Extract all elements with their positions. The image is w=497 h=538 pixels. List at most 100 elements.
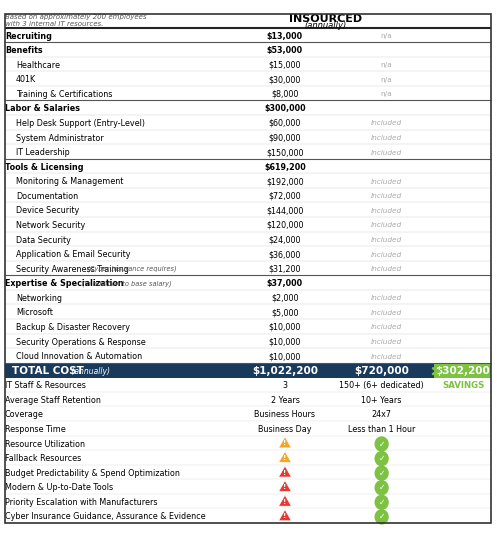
Text: Business Hours: Business Hours: [254, 410, 316, 420]
Text: (annually): (annually): [305, 21, 347, 30]
Text: $720,000: $720,000: [354, 366, 409, 376]
Text: Help Desk Support (Entry-Level): Help Desk Support (Entry-Level): [16, 119, 145, 128]
Text: Training & Certifications: Training & Certifications: [16, 90, 112, 99]
Text: Security Awareness Training: Security Awareness Training: [16, 265, 129, 274]
Text: Included: Included: [371, 222, 402, 229]
Text: Priority Escalation with Manufacturers: Priority Escalation with Manufacturers: [5, 498, 158, 507]
Text: $72,000: $72,000: [269, 192, 301, 201]
Text: $90,000: $90,000: [269, 133, 301, 143]
Text: ✓: ✓: [378, 512, 385, 521]
Text: Resource Utilization: Resource Utilization: [5, 440, 85, 449]
Text: Included: Included: [371, 310, 402, 316]
Text: $5,000: $5,000: [271, 308, 299, 317]
Circle shape: [375, 451, 388, 465]
Polygon shape: [278, 509, 291, 521]
Text: Coverage: Coverage: [5, 410, 44, 420]
Text: !: !: [283, 484, 287, 490]
Text: Monitoring & Management: Monitoring & Management: [16, 177, 123, 186]
Text: Network Security: Network Security: [16, 221, 85, 230]
Text: $13,000: $13,000: [267, 32, 303, 40]
Text: IT Staff & Resources: IT Staff & Resources: [5, 381, 86, 390]
Text: Included: Included: [371, 179, 402, 185]
Text: Included: Included: [371, 150, 402, 155]
Text: Application & Email Security: Application & Email Security: [16, 250, 130, 259]
Text: Microsoft: Microsoft: [16, 308, 53, 317]
Text: Included: Included: [371, 135, 402, 141]
Text: Less than 1 Hour: Less than 1 Hour: [348, 425, 415, 434]
Text: ✓: ✓: [378, 454, 385, 463]
Text: !: !: [283, 455, 287, 461]
Text: n/a: n/a: [381, 91, 393, 97]
Text: INSOURCED: INSOURCED: [289, 14, 362, 24]
Text: Device Security: Device Security: [16, 207, 79, 215]
Text: Included: Included: [371, 208, 402, 214]
Text: $144,000: $144,000: [266, 207, 304, 215]
Text: Response Time: Response Time: [5, 425, 66, 434]
Text: Modern & Up-to-Date Tools: Modern & Up-to-Date Tools: [5, 483, 113, 492]
Text: 3: 3: [282, 381, 287, 390]
Text: $192,000: $192,000: [266, 177, 304, 186]
Text: $10,000: $10,000: [269, 352, 301, 361]
Polygon shape: [278, 437, 291, 448]
Text: $53,000: $53,000: [267, 46, 303, 55]
Text: 10+ Years: 10+ Years: [361, 396, 402, 405]
Text: Included: Included: [371, 121, 402, 126]
Text: Included: Included: [371, 295, 402, 301]
Text: n/a: n/a: [381, 62, 393, 68]
Text: 401K: 401K: [16, 75, 36, 84]
Text: n/a: n/a: [381, 33, 393, 39]
Polygon shape: [278, 495, 291, 506]
Text: $619,200: $619,200: [264, 162, 306, 172]
Text: Fallback Resources: Fallback Resources: [5, 454, 81, 463]
Polygon shape: [278, 451, 291, 463]
Text: n/a: n/a: [381, 77, 393, 83]
Text: $1,022,200: $1,022,200: [252, 366, 318, 376]
Text: $300,000: $300,000: [264, 104, 306, 114]
Text: Based on approximately 200 employees
with 3 internal IT resources.: Based on approximately 200 employees wit…: [5, 14, 147, 27]
Text: $15,000: $15,000: [269, 61, 301, 70]
Text: Benefits: Benefits: [5, 46, 43, 55]
Text: 150+ (6+ dedicated): 150+ (6+ dedicated): [339, 381, 424, 390]
Text: Included: Included: [371, 252, 402, 258]
Text: $24,000: $24,000: [269, 236, 301, 245]
Text: (Cyber Insurance requires): (Cyber Insurance requires): [85, 266, 177, 272]
Text: $10,000: $10,000: [269, 337, 301, 346]
Text: $10,000: $10,000: [269, 323, 301, 332]
Text: SAVINGS: SAVINGS: [442, 381, 485, 390]
Text: Recruiting: Recruiting: [5, 32, 52, 40]
Text: $120,000: $120,000: [266, 221, 304, 230]
Text: TOTAL COST: TOTAL COST: [12, 366, 84, 376]
Text: Included: Included: [371, 266, 402, 272]
Text: IT Leadership: IT Leadership: [16, 148, 70, 157]
Circle shape: [375, 510, 388, 524]
Text: Included: Included: [371, 339, 402, 345]
Text: Tools & Licensing: Tools & Licensing: [5, 162, 83, 172]
Text: 2 Years: 2 Years: [270, 396, 299, 405]
Text: Cloud Innovation & Automation: Cloud Innovation & Automation: [16, 352, 142, 361]
Text: !: !: [283, 499, 287, 505]
Text: 24x7: 24x7: [372, 410, 392, 420]
Text: Included: Included: [371, 193, 402, 199]
Text: Documentation: Documentation: [16, 192, 78, 201]
Polygon shape: [278, 466, 291, 477]
Text: $302,200: $302,200: [435, 366, 490, 376]
Circle shape: [375, 495, 388, 509]
Text: $2,000: $2,000: [271, 294, 299, 303]
Text: Security Operations & Response: Security Operations & Response: [16, 337, 146, 346]
Text: Included: Included: [371, 324, 402, 330]
Text: $30,000: $30,000: [269, 75, 301, 84]
Circle shape: [375, 437, 388, 451]
Text: Included: Included: [371, 237, 402, 243]
Text: Average Staff Retention: Average Staff Retention: [5, 396, 101, 405]
Text: $150,000: $150,000: [266, 148, 304, 157]
Text: ✓: ✓: [378, 440, 385, 449]
Text: ✓: ✓: [378, 483, 385, 492]
Text: Expertise & Specialization: Expertise & Specialization: [5, 279, 124, 288]
Text: !: !: [283, 441, 287, 447]
Text: (annually): (annually): [70, 367, 110, 376]
Text: ✓: ✓: [378, 498, 385, 507]
Text: Backup & Disaster Recovery: Backup & Disaster Recovery: [16, 323, 130, 332]
Text: System Administrator: System Administrator: [16, 133, 103, 143]
Text: (in addition to base salary): (in addition to base salary): [80, 280, 171, 287]
Text: Cyber Insurance Guidance, Assurance & Evidence: Cyber Insurance Guidance, Assurance & Ev…: [5, 512, 206, 521]
